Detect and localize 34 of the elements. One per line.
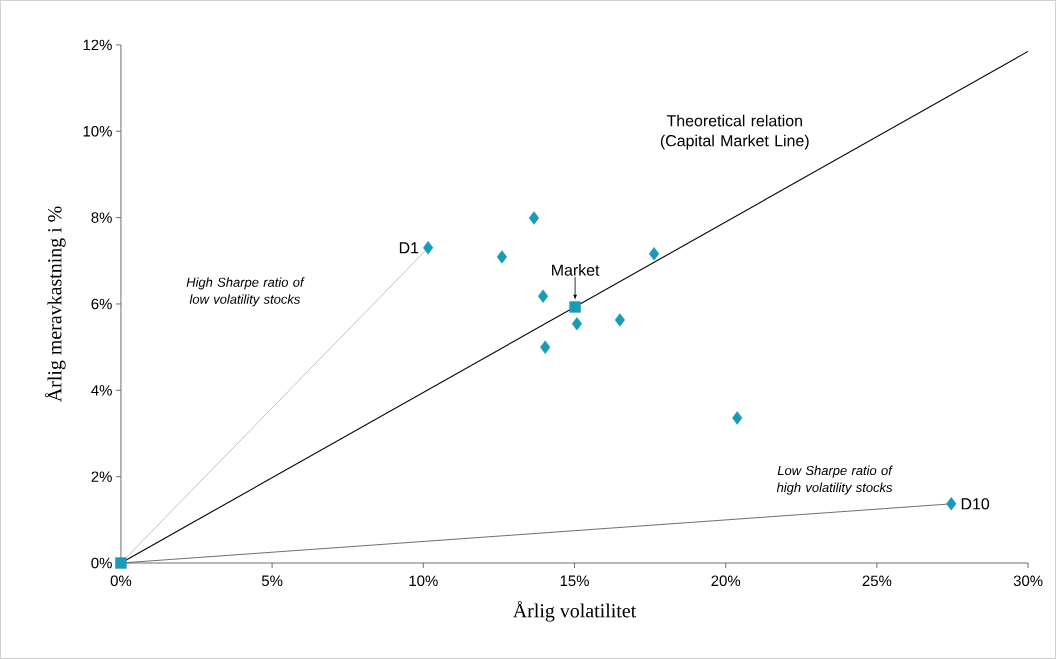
annotation: Market — [552, 264, 600, 276]
x-tick-label: 15% — [560, 575, 589, 587]
annotation: High Sharpe ratio of low volatility stocks — [186, 277, 305, 307]
x-tick-label: 20% — [711, 575, 741, 587]
point — [115, 557, 127, 569]
y-tick-label: 0% — [91, 557, 112, 569]
point — [732, 411, 743, 425]
point — [528, 211, 540, 225]
y-tick-label: 4% — [91, 385, 112, 396]
y-tick-label: 10% — [83, 125, 112, 137]
point — [537, 289, 549, 303]
y-axis-title: Årlig meravkastning i % — [45, 206, 66, 403]
x-tick-label: 0% — [110, 575, 132, 587]
y-tick-label: 6% — [91, 298, 112, 310]
annotation: D10 — [961, 498, 990, 510]
y-tick-label: 8% — [91, 212, 112, 223]
y-tick-label: 12% — [83, 39, 112, 51]
point — [569, 301, 581, 313]
x-tick-label: 25% — [862, 575, 892, 587]
point — [648, 247, 660, 261]
annotation: Theoretical relation (Capital Market Line) — [660, 114, 809, 150]
x-tick-label: 30% — [1013, 575, 1043, 587]
point — [946, 497, 957, 511]
x-tick-label: 10% — [409, 575, 438, 587]
point — [423, 241, 434, 255]
point — [571, 317, 583, 331]
point — [614, 313, 625, 327]
x-axis-title: Årlig volatilitet — [512, 600, 637, 622]
x-tick-label: 5% — [261, 575, 283, 587]
point — [496, 250, 508, 264]
y-tick-label: 2% — [91, 471, 112, 482]
annotation: Low Sharpe ratio of high volatility stocks — [776, 465, 893, 495]
annotation: D1 — [399, 242, 419, 254]
point — [540, 340, 551, 354]
